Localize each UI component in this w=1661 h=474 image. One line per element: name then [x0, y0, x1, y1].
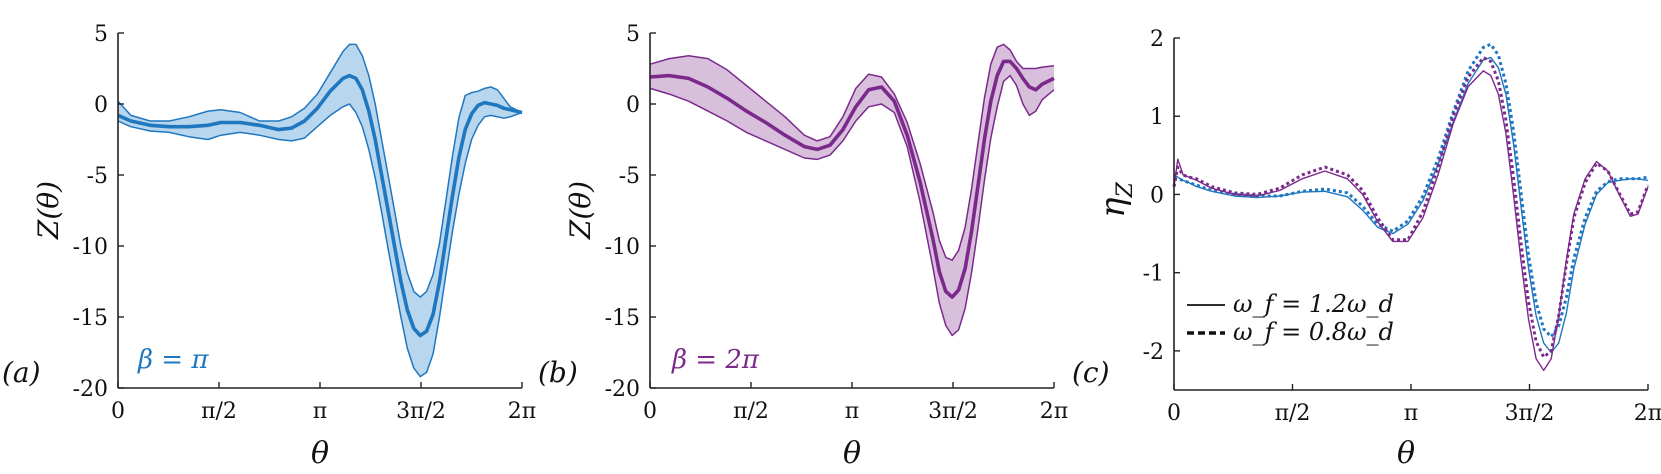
x-tick-label-b-1: π/2 [733, 399, 769, 424]
x-tick-label-a-3: 3π/2 [396, 399, 446, 424]
lower-bound-line-a [117, 103, 523, 378]
lower-bound-line-b [649, 74, 1055, 337]
series-line-blue-solid [1173, 56, 1649, 354]
x-tick-label-b-0: 0 [643, 399, 657, 424]
x-tick-label-c-2: π [1404, 401, 1418, 426]
x-tick-label-c-1: π/2 [1275, 401, 1311, 426]
y-tick-label-a-5: -20 [73, 377, 108, 402]
x-axis-label-b: θ [843, 436, 861, 471]
annotation-a: β = π [137, 345, 209, 375]
panel-b: 0 π/2 π 3π/2 2π 5 0 -5 -10 -15 -20 Z(θ) θ (b) β = … [538, 22, 1068, 471]
x-tick-label-c-4: 2π [1634, 401, 1661, 426]
axes-a: 0 π/2 π 3π/2 2π 5 0 -5 -10 -15 -20 [73, 22, 537, 424]
upper-bound-line-b [649, 43, 1055, 261]
x-tick-label-a-0: 0 [111, 399, 125, 424]
plot-content-a [117, 43, 523, 378]
y-tick-label-a-1: 0 [94, 93, 108, 118]
x-tick-label-a-1: π/2 [201, 399, 237, 424]
plot-content-b [649, 43, 1055, 337]
x-tick-label-a-4: 2π [508, 399, 536, 424]
mean-line-a [117, 73, 523, 338]
annotation-b: β = 2π [671, 345, 760, 375]
panel-label-a: (a) [2, 356, 41, 389]
panel-a: 0 π/2 π 3π/2 2π 5 0 -5 -10 -15 -20 Z(θ) θ (a) β = … [2, 22, 536, 471]
y-axis-label-c-eta: ηZ [1093, 181, 1138, 217]
x-tick-label-b-2: π [845, 399, 859, 424]
x-axis-label-a: θ [311, 436, 329, 471]
y-tick-label-a-2: -5 [87, 164, 108, 189]
x-tick-label-b-3: 3π/2 [928, 399, 978, 424]
x-tick-label-b-4: 2π [1040, 399, 1068, 424]
y-tick-label-a-4: -15 [73, 306, 108, 331]
y-tick-label-a-0: 5 [94, 22, 108, 47]
y-tick-label-b-3: -10 [605, 235, 640, 260]
plot-content-c [1172, 42, 1650, 372]
panel-label-b: (b) [538, 356, 578, 389]
x-tick-label-a-2: π [313, 399, 327, 424]
legend-c: ω_f = 1.2ω_dω_f = 0.8ω_d [1187, 290, 1394, 346]
panel-c: 0 π/2 π 3π/2 2π 2 1 0 -1 -2 ω_f = 1.2ω_dω_f = 0.8… [1072, 27, 1661, 471]
axes-b: 0 π/2 π 3π/2 2π 5 0 -5 -10 -15 -20 [605, 22, 1069, 424]
x-axis-label-c: θ [1397, 436, 1415, 471]
panel-label-c: (c) [1072, 356, 1110, 389]
y-axis-label-c-sub: Z [1113, 181, 1138, 198]
upper-bound-line-a [117, 43, 523, 298]
axes-c: 0 π/2 π 3π/2 2π 2 1 0 -1 -2 [1143, 27, 1661, 426]
y-tick-label-c-2: 0 [1150, 183, 1164, 208]
x-tick-label-c-3: 3π/2 [1505, 401, 1555, 426]
mean-line-b [649, 59, 1055, 299]
y-tick-label-b-5: -20 [605, 377, 640, 402]
legend-label-1: ω_f = 0.8ω_d [1233, 318, 1394, 346]
x-tick-label-c-0: 0 [1167, 401, 1181, 426]
y-tick-label-c-3: -1 [1143, 262, 1164, 287]
y-tick-label-c-1: 1 [1150, 105, 1164, 130]
y-axis-label-b: Z(θ) [564, 181, 597, 240]
confidence-band-b [650, 44, 1054, 336]
y-axis-label-a: Z(θ) [32, 181, 65, 240]
y-tick-label-b-4: -15 [605, 306, 640, 331]
y-tick-label-b-1: 0 [626, 93, 640, 118]
confidence-band-a [118, 44, 522, 377]
y-tick-label-c-4: -2 [1143, 340, 1164, 365]
y-axis-label-c: ηZ [1093, 181, 1138, 217]
y-tick-label-b-0: 5 [626, 22, 640, 47]
y-tick-label-c-0: 2 [1150, 27, 1164, 52]
legend-label-0: ω_f = 1.2ω_d [1233, 290, 1394, 318]
y-tick-label-b-2: -5 [619, 164, 640, 189]
y-tick-label-a-3: -10 [73, 235, 108, 260]
